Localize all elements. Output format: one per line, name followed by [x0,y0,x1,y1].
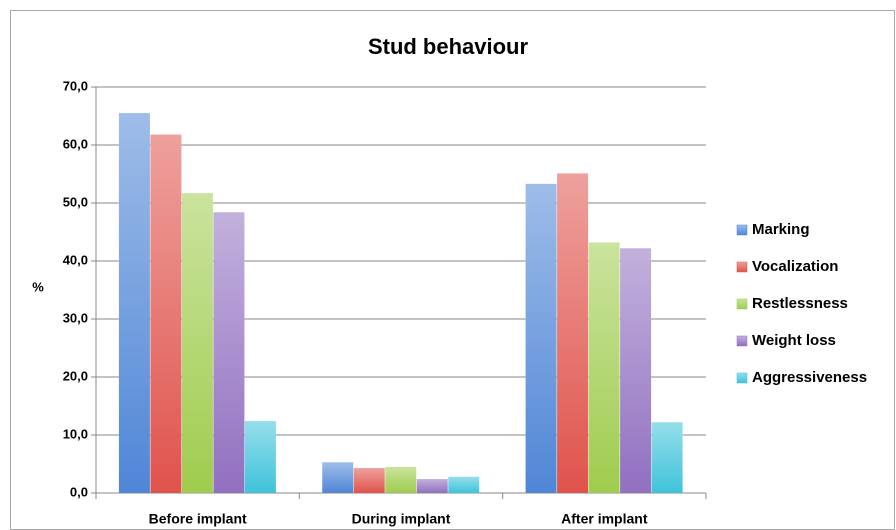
bar [150,135,181,493]
y-tick-label: 0,0 [70,484,88,499]
bar [354,468,385,493]
legend-swatch [737,262,747,272]
y-tick-label: 20,0 [63,368,88,383]
x-tick-label: During implant [352,511,451,527]
legend-swatch [737,299,747,309]
legend-label: Marking [752,221,810,238]
bar [448,477,479,493]
legend-label: Aggressiveness [752,369,867,386]
bar [245,421,276,493]
bar [213,212,244,493]
y-tick-label: 10,0 [63,426,88,441]
y-tick-label: 60,0 [63,136,88,151]
y-tick-label: 50,0 [63,194,88,209]
legend-swatch [737,225,747,235]
legend-swatch [737,336,747,346]
bar [526,184,557,493]
legend-label: Restlessness [752,295,848,312]
chart: Stud behaviour % 0,0 10,0 20,0 30,0 40,0 50,0… [0,0,896,530]
legend-swatch [737,373,747,383]
chart-title: Stud behaviour [368,34,529,59]
bar [119,113,150,493]
bar [652,422,683,493]
y-tick-label: 70,0 [63,78,88,93]
x-tick-label: Before implant [149,511,247,527]
legend-label: Weight loss [752,332,836,349]
bar [385,467,416,493]
y-axis-label: % [32,279,44,294]
legend-label: Vocalization [752,258,838,275]
bar [417,479,448,493]
y-tick-label: 40,0 [63,252,88,267]
bar [182,193,213,493]
bar [322,462,353,493]
bar [620,248,651,493]
bar [589,242,620,493]
y-tick-label: 30,0 [63,310,88,325]
bar [557,173,588,493]
x-tick-label: After implant [561,511,648,527]
